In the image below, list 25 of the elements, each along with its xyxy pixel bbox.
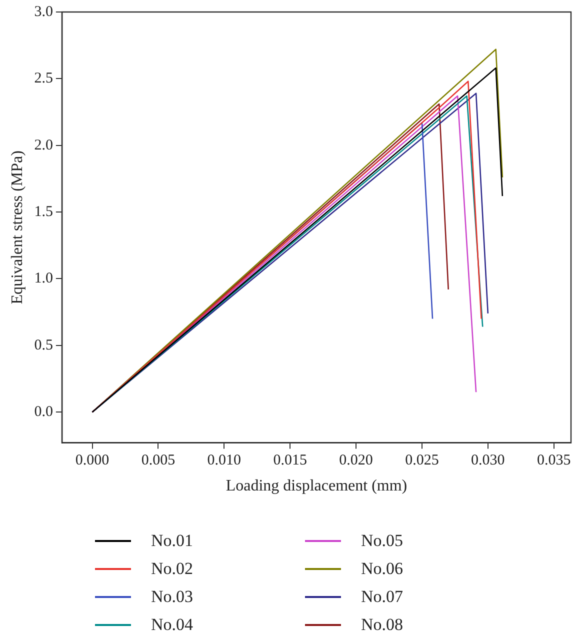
legend-label: No.04 (151, 615, 194, 635)
y-tick-label: 3.0 (34, 4, 53, 20)
legend-label: No.01 (151, 531, 194, 551)
x-tick-label: 0.005 (141, 452, 176, 469)
y-tick-label: 0.5 (34, 337, 53, 354)
y-tick-label: 0.0 (34, 404, 53, 420)
legend-label: No.08 (361, 615, 404, 635)
x-tick-label: 0.025 (405, 452, 439, 469)
y-axis-title: Equivalent stress (MPa) (8, 150, 26, 304)
legend-label: No.03 (151, 587, 194, 607)
x-tick-label: 0.035 (536, 452, 571, 469)
x-tick-label: 0.020 (339, 452, 373, 469)
x-axis-title: Loading displacement (mm) (226, 478, 408, 495)
x-tick-label: 0.000 (75, 452, 110, 469)
x-tick-label: 0.015 (273, 452, 307, 469)
y-tick-label: 2.0 (34, 137, 53, 154)
legend-label: No.07 (361, 587, 404, 607)
legend-label: No.02 (151, 559, 194, 579)
y-tick-label: 2.5 (34, 70, 53, 87)
y-tick-label: 1.5 (34, 204, 53, 220)
legend-label: No.05 (361, 531, 404, 551)
y-tick-label: 1.0 (34, 270, 53, 287)
legend-label: No.06 (361, 559, 404, 579)
x-tick-label: 0.010 (207, 452, 242, 469)
x-tick-label: 0.030 (471, 452, 505, 469)
